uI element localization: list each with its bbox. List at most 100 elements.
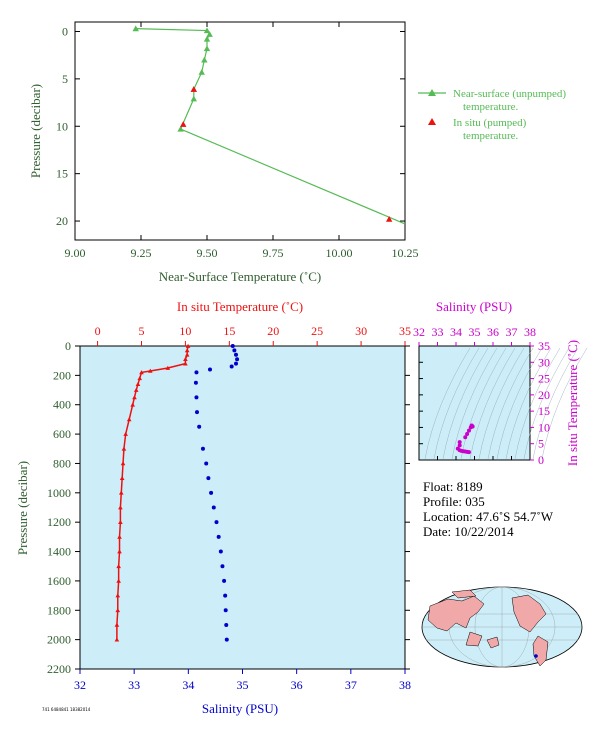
- ts-series-layer: [455, 423, 475, 455]
- salinity-profile-point: [222, 578, 227, 583]
- legend-label-unpumped-1: Near-surface (unpumped): [453, 88, 566, 100]
- density-contour: [541, 347, 588, 460]
- ts-temperature-tick-label: 10: [538, 420, 550, 434]
- legend-marker-unpumped: [428, 89, 436, 96]
- map-graticule: [423, 586, 581, 668]
- temperature-tick-label: 15: [223, 324, 235, 338]
- float-location-marker: [534, 654, 538, 658]
- unpumped-temperature-point: [203, 27, 211, 34]
- ts-salinity-tick-label: 32: [413, 325, 425, 339]
- salinity-tick-label: 34: [182, 678, 194, 692]
- pressure-tick-label: 600: [53, 427, 71, 441]
- ts-salinity-tick-label: 36: [487, 325, 499, 339]
- salinity-profile-point: [214, 520, 219, 525]
- temperature-profile-point: [185, 343, 191, 348]
- salinity-profile-point: [218, 549, 223, 554]
- density-contour: [514, 347, 561, 460]
- pressure-tick-label: 200: [53, 368, 71, 382]
- temperature-profile-point: [184, 352, 190, 357]
- temperature-profile-point: [119, 475, 125, 480]
- salinity-profile-point: [204, 461, 209, 466]
- ts-point: [469, 423, 474, 428]
- density-contours: [424, 347, 588, 460]
- ts-temperature-tick-label: 0: [538, 453, 544, 467]
- salinity-profile-point: [234, 361, 238, 366]
- ts-salinity-tick-label: 35: [469, 325, 481, 339]
- profile-chart: 0 5 10 15 20 25 30 35 32 33 34 35 36 37 38 0 200 400 600 80…: [15, 299, 411, 716]
- density-contour: [460, 347, 507, 460]
- temperature-profile-point: [114, 622, 120, 627]
- temperature-profile-point: [183, 356, 188, 362]
- pumped-temperature-point: [190, 86, 197, 92]
- temperature-profile-point: [132, 395, 137, 400]
- salinity-profile-point: [230, 344, 235, 348]
- ts-point: [466, 428, 471, 433]
- pumped-temperature-point: [180, 121, 187, 127]
- salinity-profile-point: [232, 348, 237, 353]
- pressure-tick-label: 400: [53, 398, 71, 412]
- temperature-profile-point: [120, 461, 126, 466]
- salinity-profile-point: [209, 490, 214, 495]
- legend-label-unpumped-2: temperature.: [463, 101, 519, 113]
- pressure-tick-label: 0: [65, 339, 71, 353]
- top-axis-ticks: 9.00 9.25 9.50 9.75 10.00 10.25 0 5 10 15 20: [56, 22, 419, 260]
- ts-salinity-label: Salinity (PSU): [436, 299, 512, 314]
- salinity-profile-point: [193, 380, 198, 385]
- pressure-tick-label: 2000: [47, 633, 71, 647]
- top-y-tick-label: 0: [62, 24, 68, 38]
- top-x-tick-label: 9.75: [263, 246, 284, 260]
- density-contour: [424, 347, 471, 460]
- top-x-tick-label: 9.50: [197, 246, 218, 260]
- ts-plot-frame: [418, 345, 531, 461]
- temperature-profile-point: [184, 348, 190, 353]
- salinity-axis-label: Salinity (PSU): [202, 701, 278, 716]
- pressure-tick-label: 2200: [47, 662, 71, 676]
- salinity-profile-point: [206, 476, 211, 481]
- temperature-tick-label: 20: [267, 324, 279, 338]
- temperature-profile-point: [116, 563, 121, 569]
- density-contour: [469, 347, 516, 460]
- temperature-profile-point: [117, 549, 122, 554]
- salinity-profile-point: [235, 357, 240, 362]
- ts-temperature-tick-label: 5: [538, 437, 544, 451]
- temperature-profile-point: [139, 370, 144, 375]
- unpumped-temperature-point: [206, 31, 213, 37]
- temperature-profile-point: [121, 446, 127, 451]
- salinity-profile-point: [223, 593, 228, 598]
- density-contour: [523, 347, 570, 460]
- salinity-tick-label: 37: [345, 678, 357, 692]
- salinity-profile-point: [197, 424, 202, 429]
- temperature-axis-label: In situ Temperature (˚C): [177, 299, 303, 314]
- salinity-profile-point: [224, 622, 229, 627]
- temperature-profile-point: [135, 381, 141, 387]
- salinity-tick-label: 36: [291, 678, 303, 692]
- ts-salinity-tick-label: 33: [432, 325, 444, 339]
- top-plot-frame: [74, 21, 406, 241]
- top-series-layer: [132, 25, 406, 225]
- ts-temperature-tick-label: 15: [538, 404, 550, 418]
- top-y-tick-label: 15: [56, 167, 68, 181]
- ts-point: [457, 440, 462, 445]
- temperature-profile-point: [137, 376, 143, 381]
- density-contour: [496, 347, 543, 460]
- ts-temperature-tick-label: 35: [538, 339, 550, 353]
- salinity-profile-point: [195, 410, 199, 415]
- pressure-tick-label: 800: [53, 456, 71, 470]
- unpumped-temperature-point: [190, 95, 197, 102]
- profile-axis-ticks: 0 5 10 15 20 25 30 35 32 33 34 35 36 37 38 0 200 400 600 80…: [47, 324, 411, 692]
- unpumped-temperature-point: [201, 56, 208, 63]
- top-y-tick-label: 5: [62, 72, 68, 86]
- salinity-profile-point: [229, 364, 234, 369]
- pressure-tick-label: 1400: [47, 545, 71, 559]
- salinity-profile-point: [223, 608, 228, 613]
- ts-temperature-tick-label: 20: [538, 388, 550, 402]
- ts-point: [466, 450, 471, 455]
- date: Date: 10/22/2014: [423, 524, 514, 539]
- salinity-profile-point: [220, 564, 225, 569]
- unpumped-temperature-point: [198, 69, 205, 75]
- pressure-tick-label: 1800: [47, 603, 71, 617]
- pressure-axis-label: Pressure (decibar): [15, 461, 30, 555]
- temperature-profile-point: [115, 607, 121, 613]
- temperature-profile-point: [118, 490, 124, 495]
- unpumped-temperature-point: [203, 35, 211, 42]
